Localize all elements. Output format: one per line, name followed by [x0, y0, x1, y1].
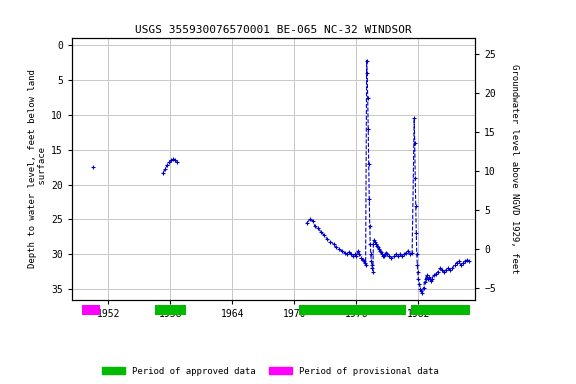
Bar [411, 305, 470, 315]
Bar [155, 305, 185, 315]
Title: USGS 355930076570001 BE-065 NC-32 WINDSOR: USGS 355930076570001 BE-065 NC-32 WINDSO… [135, 25, 412, 35]
Bar [82, 305, 100, 315]
Y-axis label: Depth to water level, feet below land
 surface: Depth to water level, feet below land su… [28, 70, 47, 268]
Bar [300, 305, 406, 315]
Legend: Period of approved data, Period of provisional data: Period of approved data, Period of provi… [99, 363, 442, 379]
Y-axis label: Groundwater level above NGVD 1929, feet: Groundwater level above NGVD 1929, feet [510, 64, 519, 274]
